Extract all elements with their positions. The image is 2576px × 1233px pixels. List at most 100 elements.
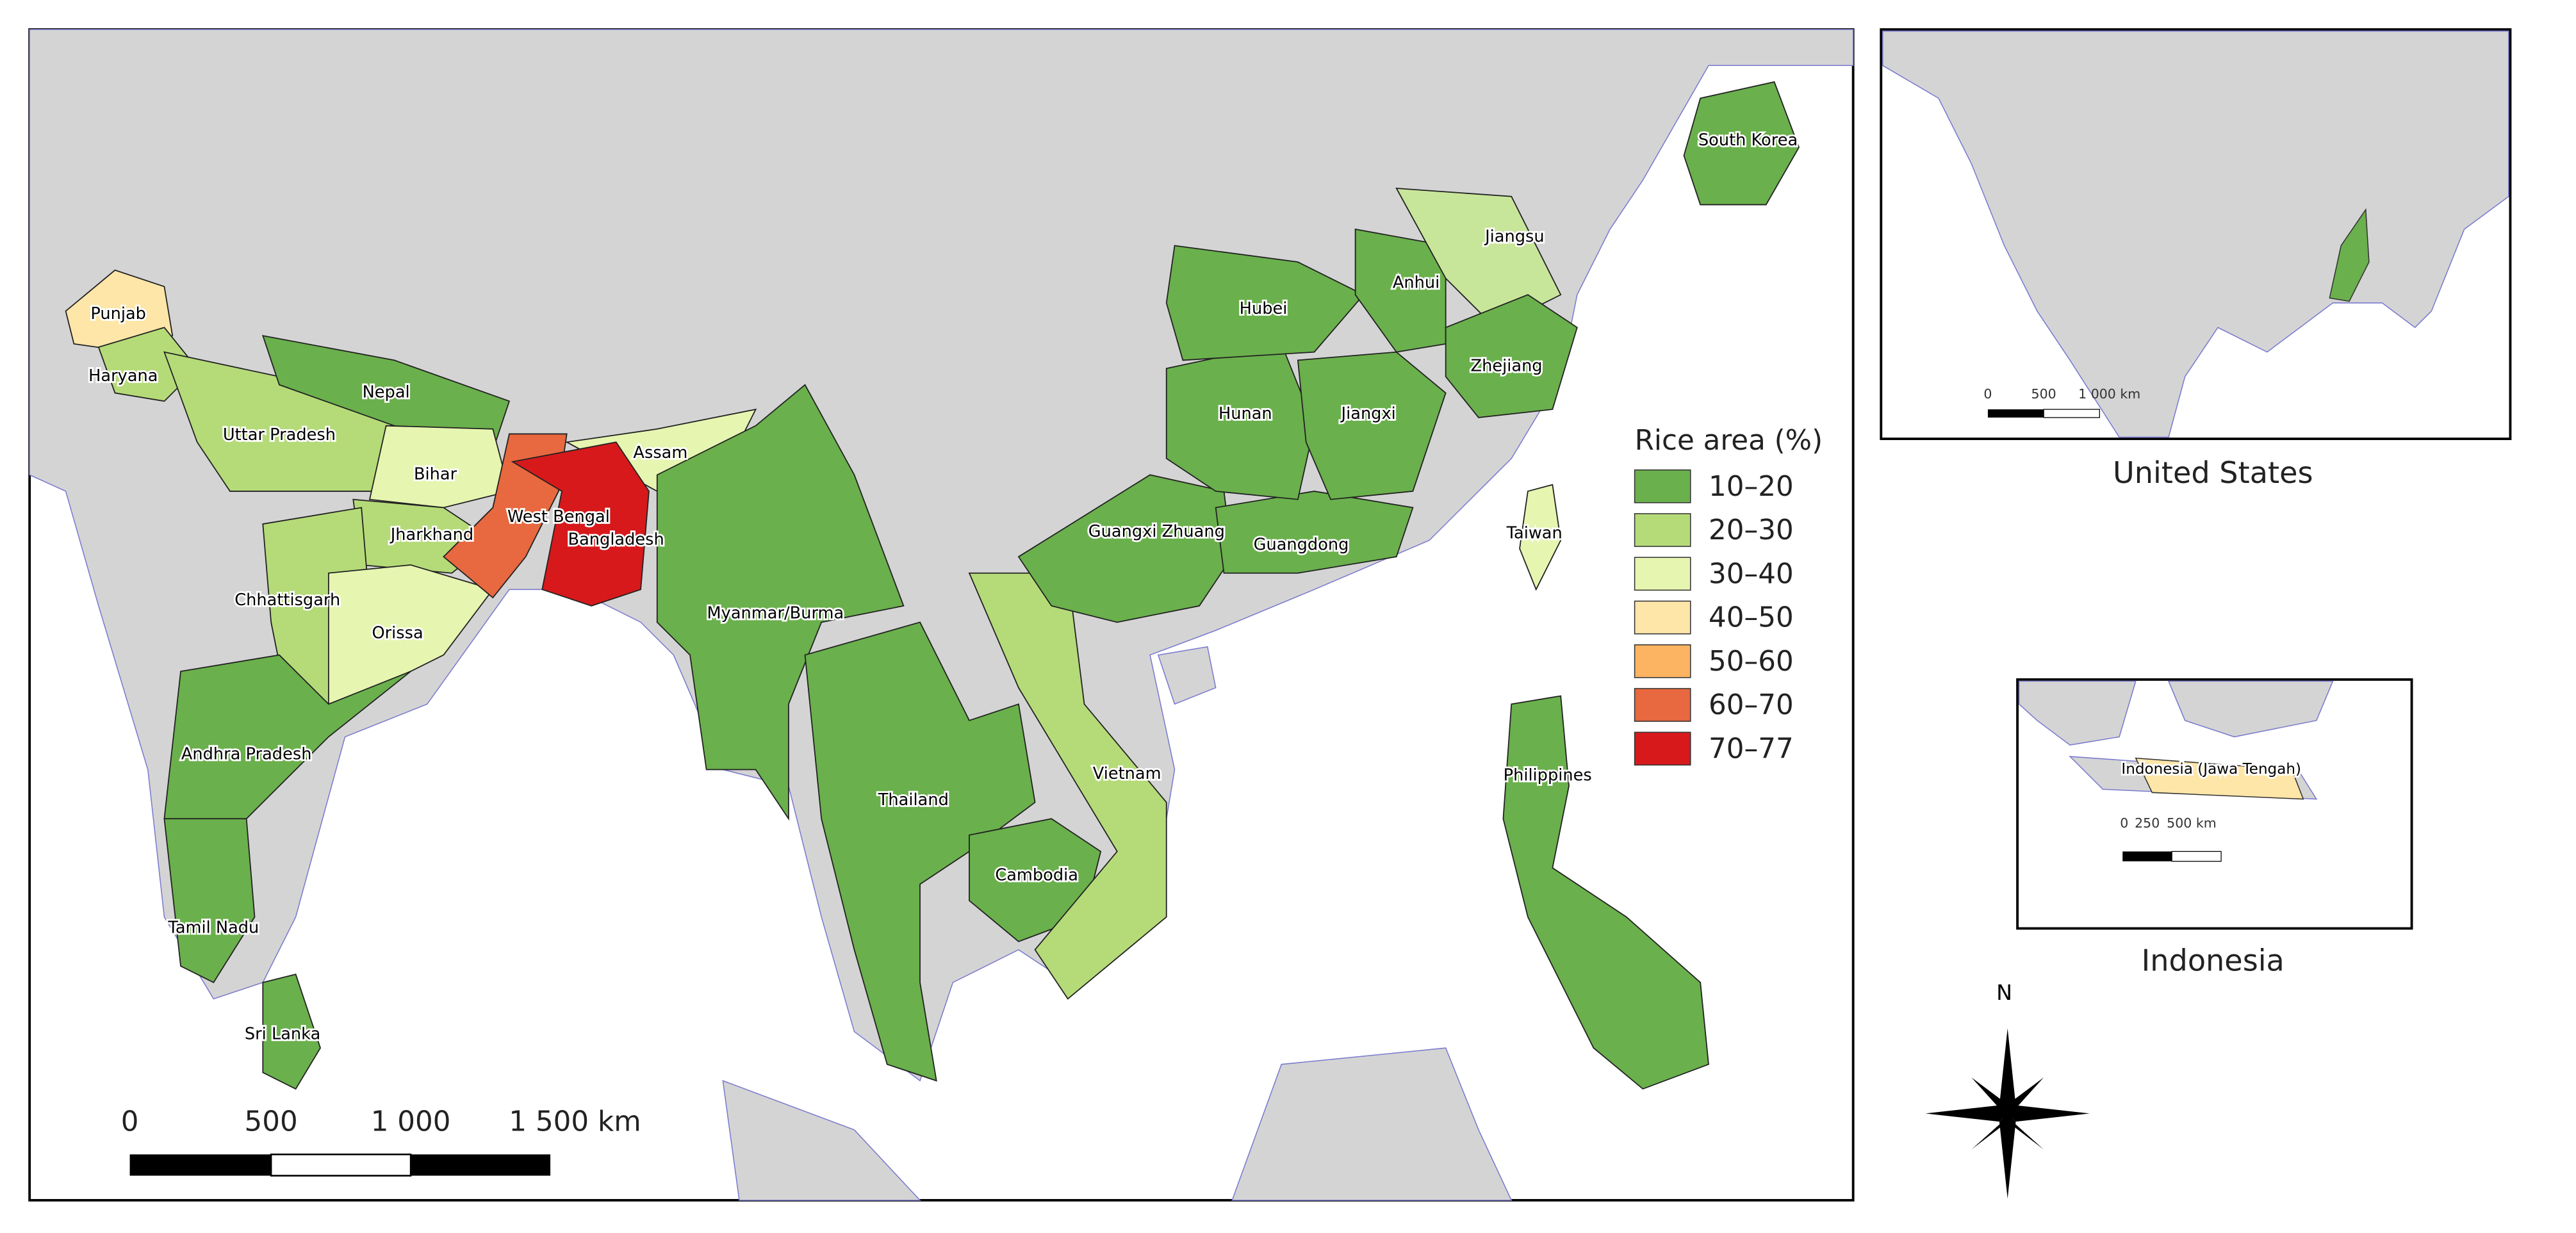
- region-label: Uttar Pradesh: [223, 425, 336, 445]
- scale-segment: [2043, 409, 2100, 418]
- legend-label: 30–40: [1709, 558, 1794, 590]
- region-label: Bangladesh: [568, 530, 664, 550]
- region: [65, 269, 174, 353]
- region: [1165, 245, 1365, 361]
- compass-arm: [1971, 1113, 2014, 1150]
- scale-label: 0: [121, 1106, 139, 1138]
- region: [2135, 757, 2304, 800]
- region-label: Jiangsu: [1484, 227, 1545, 247]
- region: [2329, 208, 2370, 302]
- legend-label: 50–60: [1709, 646, 1794, 678]
- region-label: Andhra Pradesh: [181, 745, 312, 764]
- compass-arm: [2007, 1105, 2090, 1122]
- land: [1231, 1047, 1513, 1201]
- legend-swatch: [1634, 644, 1691, 678]
- region-label: Guangxi Zhuang: [1088, 522, 1225, 541]
- inset-indonesia: Indonesia (Jawa Tengah) 0 250 500 km Ind…: [2016, 678, 2413, 978]
- compass-arm: [1971, 1077, 2011, 1114]
- region-label: Jharkhand: [390, 525, 473, 544]
- region-label: Haryana: [88, 366, 158, 386]
- region: [1502, 695, 1709, 1090]
- legend-swatch: [1634, 688, 1691, 722]
- scale-label: 0: [1983, 386, 1992, 402]
- legend-label: 70–77: [1709, 733, 1794, 765]
- region: [1017, 474, 1233, 623]
- scale-segment: [2122, 851, 2172, 861]
- legend-label: 60–70: [1709, 689, 1794, 721]
- region-label: Assam: [633, 443, 687, 462]
- region: [368, 425, 511, 509]
- region-label: Guangdong: [1254, 535, 1349, 554]
- compass-arm: [1999, 1028, 2016, 1114]
- compass-label: N: [1996, 980, 2012, 1005]
- scale-label: 500 km: [2167, 815, 2216, 831]
- legend: 10–20 20–30 30–40 40–50 50–60 60–70 70–77: [1634, 469, 1794, 766]
- land: [722, 1080, 921, 1201]
- legend-swatch: [1634, 557, 1691, 591]
- land: [1157, 646, 1217, 705]
- inset-title: United States: [2113, 455, 2313, 490]
- region: [262, 974, 322, 1090]
- scale-label: 250: [2135, 815, 2160, 831]
- compass-arm: [1999, 1113, 2016, 1199]
- region: [804, 621, 1036, 1082]
- region-label: Cambodia: [995, 866, 1078, 885]
- region: [1215, 491, 1414, 574]
- land: [2018, 680, 2137, 746]
- legend-title: Rice area (%): [1635, 425, 1823, 457]
- legend-swatch: [1634, 513, 1691, 547]
- scale-bar: 0 500 1 000 1 500 km: [121, 1106, 641, 1177]
- scale-segment: [129, 1154, 272, 1176]
- region-label: Tamil Nadu: [167, 919, 259, 938]
- region: [1519, 484, 1562, 591]
- region-label: Hunan: [1218, 404, 1272, 423]
- scale-label: 1 500 km: [509, 1106, 641, 1138]
- region-label: Orissa: [372, 623, 423, 642]
- region-label: Sri Lanka: [245, 1025, 320, 1044]
- scale-label: 500: [245, 1106, 298, 1138]
- legend-swatch: [1634, 731, 1691, 766]
- region-label: Taiwan: [1506, 523, 1563, 543]
- region-label: Bihar: [414, 464, 457, 484]
- scale-label: 1 000: [371, 1106, 451, 1138]
- region-label: Nepal: [363, 383, 410, 402]
- region: [1683, 81, 1800, 206]
- inset-title: Indonesia: [2142, 943, 2285, 978]
- scale-label: 1 000 km: [2078, 386, 2140, 402]
- region: [656, 384, 905, 821]
- land: [1882, 30, 2509, 438]
- regions: [65, 81, 1800, 1090]
- region: [163, 818, 256, 984]
- region-label: Hubei: [1240, 299, 1288, 318]
- legend-label: 20–30: [1709, 514, 1794, 546]
- region: [511, 441, 650, 607]
- compass-arm: [2004, 1077, 2044, 1114]
- region-label: Punjab: [90, 304, 146, 323]
- region-label: Zhejiang: [1471, 357, 1543, 376]
- region-label: Chhattisgarh: [234, 591, 340, 610]
- scale-segment: [1987, 409, 2044, 418]
- inset-united-states: 0 500 1 000 km United States: [1880, 28, 2512, 490]
- region-label: West Bengal: [507, 507, 610, 527]
- region-label: Vietnam: [1093, 764, 1161, 783]
- region-label: Philippines: [1504, 766, 1592, 785]
- compass: N: [1925, 980, 2090, 1199]
- scale-segment: [2171, 851, 2222, 862]
- region-label: Myanmar/Burma: [707, 604, 844, 623]
- region-label: Indonesia (Jawa Tengah): [2121, 761, 2301, 778]
- scale-label: 500: [2031, 386, 2056, 402]
- region: [1445, 294, 1578, 418]
- compass-arm: [1925, 1105, 2008, 1122]
- legend-swatch: [1634, 600, 1691, 635]
- region-label: Jiangxi: [1340, 404, 1396, 423]
- legend-label: 10–20: [1709, 471, 1794, 503]
- region-label: South Korea: [1698, 131, 1798, 150]
- compass-arm: [2001, 1113, 2044, 1150]
- region-labels: Punjab Haryana Uttar Pradesh Nepal Bihar Jhar…: [86, 129, 1800, 1045]
- legend-swatch: [1634, 469, 1691, 503]
- scale-label: 0: [2120, 815, 2128, 831]
- legend-label: 40–50: [1709, 602, 1794, 634]
- scale-segment: [411, 1154, 551, 1176]
